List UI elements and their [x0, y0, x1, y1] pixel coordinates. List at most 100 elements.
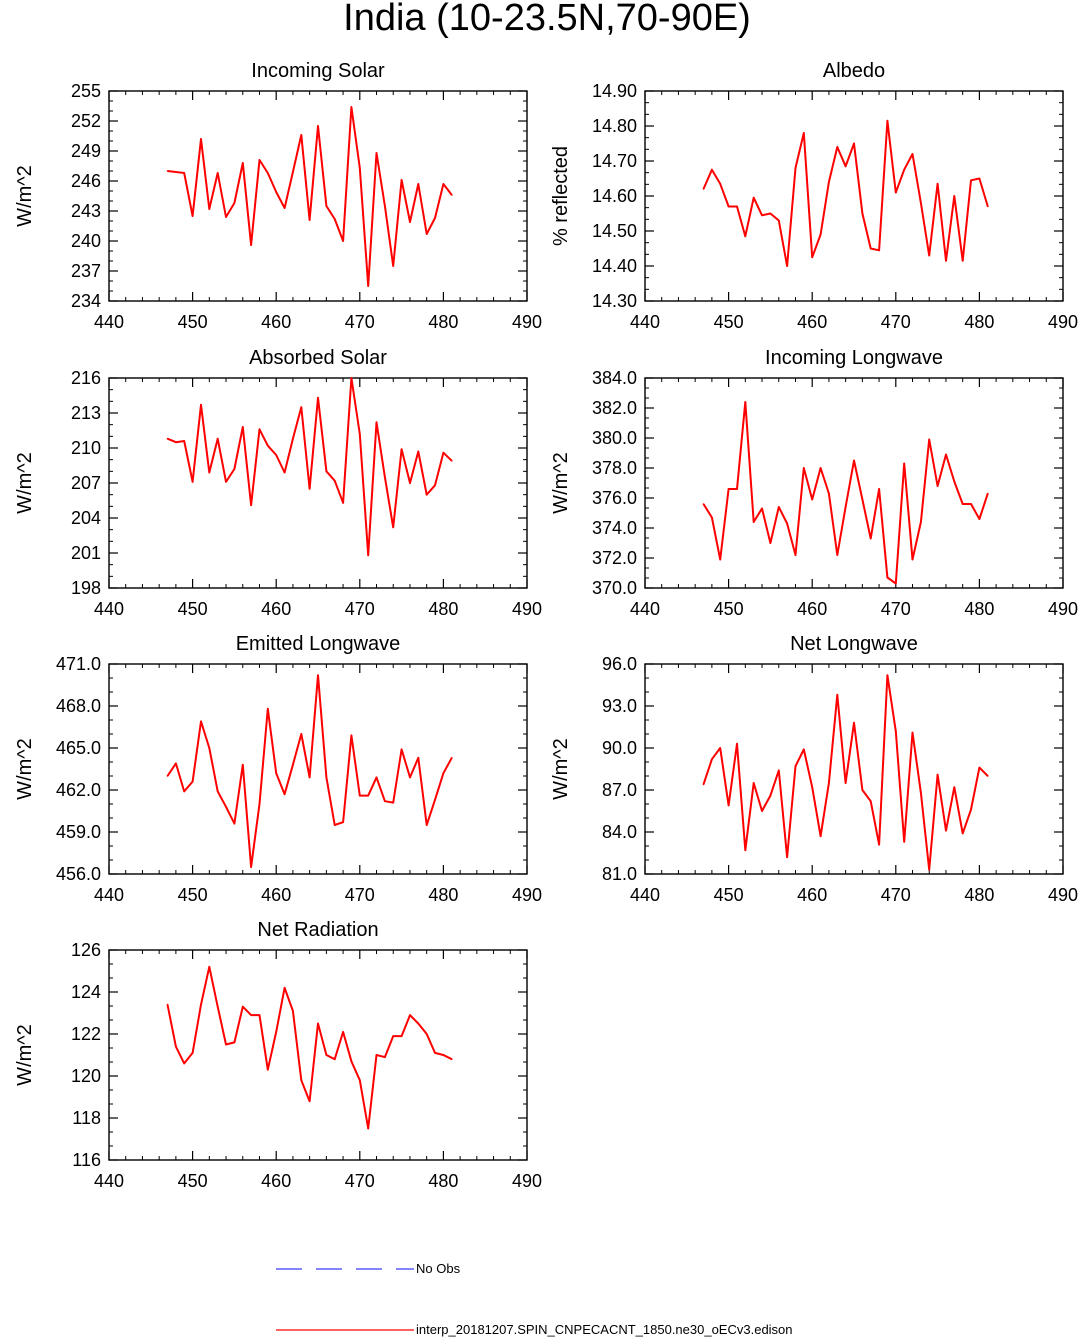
x-tick-label: 440	[94, 885, 124, 905]
data-point	[886, 119, 889, 122]
data-point	[920, 202, 922, 204]
y-tick-label: 384.0	[592, 368, 637, 388]
data-point	[392, 526, 395, 529]
data-point	[350, 106, 353, 108]
data-point	[325, 1054, 328, 1056]
data-point	[844, 506, 847, 508]
panel-title: Absorbed Solar	[249, 347, 387, 369]
data-point	[241, 764, 244, 766]
data-point	[342, 502, 344, 504]
x-tick-label: 490	[512, 312, 542, 332]
data-point	[702, 783, 705, 786]
data-point	[350, 377, 353, 379]
y-tick-label: 14.40	[592, 256, 637, 276]
data-point	[166, 170, 169, 172]
y-tick-label: 372.0	[592, 548, 637, 568]
panel-title: Net Radiation	[257, 919, 378, 941]
data-point	[241, 426, 244, 428]
data-point	[869, 537, 872, 540]
y-axis-label: % reflected	[550, 146, 572, 246]
data-point	[300, 1079, 303, 1081]
x-tick-label: 450	[178, 599, 208, 619]
y-tick-label: 246	[71, 171, 101, 191]
data-point	[417, 757, 420, 759]
data-point	[208, 471, 211, 474]
data-point	[392, 801, 395, 804]
data-point	[225, 806, 227, 808]
panel-emitted-longwave: Emitted Longwave W/m^2 440 450 460 470 480 490 4…	[14, 633, 542, 905]
data-point	[267, 708, 269, 710]
y-tick-label: 468.0	[56, 696, 101, 716]
data-point	[283, 207, 286, 209]
data-point	[359, 1079, 361, 1081]
data-point	[325, 776, 328, 779]
data-point	[367, 1127, 369, 1130]
legend-model-label: interp_20181207.SPIN_CNPECACNT_1850.ne30…	[416, 1322, 793, 1337]
data-point	[794, 167, 797, 169]
data-point	[250, 244, 252, 246]
y-tick-label: 380.0	[592, 428, 637, 448]
data-point	[359, 433, 361, 435]
x-tick-label: 460	[797, 885, 827, 905]
y-tick-label: 93.0	[602, 696, 637, 716]
data-point	[769, 794, 772, 797]
data-point	[392, 265, 395, 267]
data-point	[711, 516, 713, 519]
data-point	[183, 440, 186, 442]
data-point	[945, 829, 947, 832]
data-point	[434, 484, 436, 487]
x-tick-label: 490	[1048, 599, 1078, 619]
y-tick-label: 124	[71, 982, 101, 1002]
data-point	[986, 205, 989, 208]
data-point	[895, 191, 897, 194]
data-point	[928, 254, 931, 257]
data-point	[869, 247, 872, 250]
data-point	[250, 1014, 252, 1016]
x-tick-label: 480	[428, 312, 458, 332]
data-point	[878, 488, 880, 490]
data-point	[702, 188, 705, 190]
data-point	[853, 142, 855, 145]
data-point	[450, 1058, 453, 1060]
y-tick-label: 382.0	[592, 398, 637, 418]
data-point	[819, 233, 822, 236]
data-point	[903, 462, 905, 465]
data-point	[175, 441, 177, 443]
data-point	[375, 152, 378, 154]
x-tick-label: 480	[428, 599, 458, 619]
data-point	[241, 1005, 244, 1008]
y-tick-label: 374.0	[592, 518, 637, 538]
data-point	[819, 835, 822, 837]
data-point	[267, 172, 269, 174]
data-point	[711, 168, 713, 171]
data-point	[953, 480, 956, 483]
data-point	[936, 773, 939, 776]
data-point	[752, 782, 755, 784]
x-tick-label: 480	[964, 885, 994, 905]
x-tick-label: 450	[178, 312, 208, 332]
data-point	[258, 159, 261, 161]
data-point	[333, 479, 336, 482]
data-point	[191, 780, 194, 783]
data-point	[895, 730, 897, 732]
plot-frame	[108, 377, 528, 589]
data-point	[333, 218, 336, 220]
data-point	[786, 856, 788, 858]
x-tick-label: 460	[261, 1171, 291, 1191]
y-tick-label: 116	[72, 1150, 101, 1170]
data-point	[777, 769, 780, 772]
y-tick-label: 252	[71, 111, 101, 131]
data-point	[283, 987, 286, 989]
data-point	[936, 485, 939, 487]
data-point	[425, 824, 428, 826]
data-point	[317, 125, 319, 127]
data-point	[175, 1045, 177, 1048]
data-point	[769, 542, 772, 544]
data-point	[442, 183, 445, 185]
data-point	[961, 259, 964, 262]
plot-frame	[108, 90, 528, 302]
x-tick-label: 470	[345, 1171, 375, 1191]
x-tick-label: 450	[714, 599, 744, 619]
data-point	[233, 202, 236, 204]
data-point	[853, 722, 855, 724]
